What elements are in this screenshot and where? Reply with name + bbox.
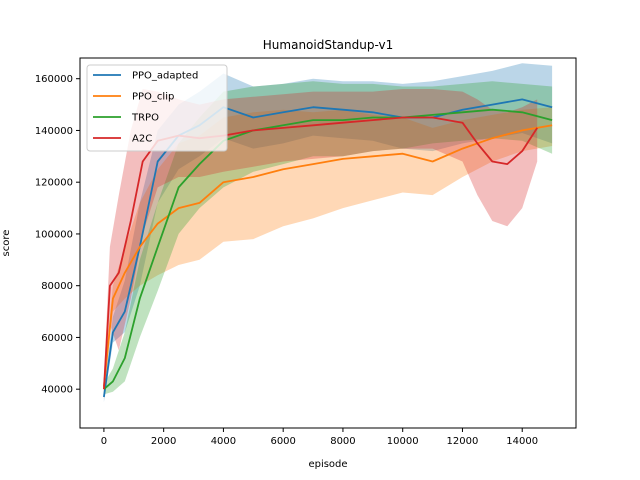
line-trpo xyxy=(103,108,553,390)
legend-label-ppo-adapted: PPO_adapted xyxy=(132,71,198,82)
plot-frame xyxy=(79,57,577,429)
x-axis-label: episode xyxy=(308,459,347,470)
x-tick-label: 4000 xyxy=(211,436,236,447)
confidence-bands xyxy=(103,63,553,403)
y-tick-label: 160000 xyxy=(35,74,73,85)
y-tick-label: 40000 xyxy=(41,385,73,396)
x-axis: 0 2000 4000 6000 8000 10000 12000 14000 xyxy=(101,428,538,447)
y-tick-label: 120000 xyxy=(35,178,73,189)
y-tick-label: 60000 xyxy=(41,333,73,344)
legend-label-a2c: A2C xyxy=(132,134,152,145)
x-tick-label: 0 xyxy=(101,436,107,447)
legend: PPO_adapted PPO_clip TRPO A2C xyxy=(86,64,228,152)
band-a2c xyxy=(103,89,538,400)
y-tick-label: 80000 xyxy=(41,281,73,292)
band-ppo-adapted xyxy=(103,63,553,403)
y-tick-label: 140000 xyxy=(35,126,73,137)
x-tick-label: 8000 xyxy=(330,436,355,447)
x-tick-label: 10000 xyxy=(387,436,419,447)
x-tick-label: 6000 xyxy=(270,436,295,447)
y-axis: 40000 60000 80000 100000 120000 140000 160000 xyxy=(35,74,80,396)
chart-title: HumanoidStandup-v1 xyxy=(263,38,393,52)
y-axis-label: score xyxy=(1,230,12,257)
band-ppo-clip xyxy=(103,107,553,395)
x-tick-label: 12000 xyxy=(447,436,479,447)
series-lines xyxy=(103,98,553,398)
line-a2c xyxy=(103,116,538,390)
line-ppo-clip xyxy=(103,124,553,387)
x-tick-label: 2000 xyxy=(151,436,176,447)
y-tick-label: 100000 xyxy=(35,229,73,240)
legend-box xyxy=(86,64,228,152)
x-tick-label: 14000 xyxy=(506,436,538,447)
legend-label-ppo-clip: PPO_clip xyxy=(132,92,174,103)
legend-label-trpo: TRPO xyxy=(131,113,159,124)
band-trpo xyxy=(103,81,553,395)
